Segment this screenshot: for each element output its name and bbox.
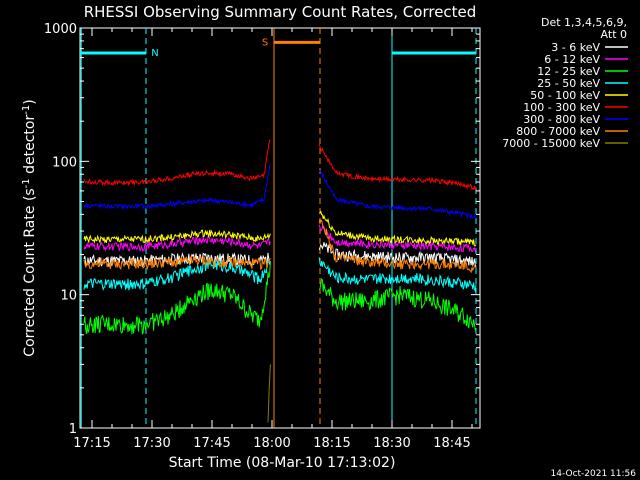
state-label: S (262, 37, 268, 48)
x-tick-label: 18:00 (253, 436, 290, 451)
legend-entry-label: 300 - 800 keV (523, 113, 600, 126)
series-line-7 (83, 255, 271, 271)
x-axis-ticks: 17:15 17:30 17:45 18:00 18:15 18:30 18:45 (73, 28, 473, 451)
series-line-0 (318, 242, 477, 268)
y-axis-label: Corrected Count Rate (s-1 detector-1) (21, 99, 38, 356)
series-line-2 (318, 278, 477, 332)
y-axis-label-end: ) (22, 99, 38, 104)
y-tick-label: 1000 (44, 22, 77, 37)
series-lines (83, 139, 477, 423)
plot-border (79, 27, 481, 429)
legend-entry-label: 12 - 25 keV (537, 65, 600, 78)
series-line-3 (318, 257, 477, 293)
series-line-2 (83, 260, 271, 335)
legend-entry-label: 800 - 7000 keV (516, 125, 600, 138)
timestamp: 14-Oct-2021 11:56 (551, 469, 637, 479)
legend-entry-label: 7000 - 15000 keV (502, 137, 600, 150)
legend-entry-label: 3 - 6 keV (551, 41, 600, 54)
y-tick-label: 1 (69, 422, 77, 437)
series-line-5 (83, 139, 271, 187)
series-line-3 (83, 259, 271, 291)
series-line-1 (318, 224, 477, 253)
y-axis-ticks: 1 10 100 1000 (44, 22, 480, 437)
series-line-7 (318, 218, 477, 274)
legend-title: Det 1,3,4,5,6,9, (541, 16, 627, 29)
legend-entry-label: 50 - 100 keV (530, 89, 600, 102)
y-axis-label-exp1: -1 (21, 178, 32, 188)
state-label: N (151, 48, 158, 59)
series-line-1 (83, 235, 271, 252)
series-line-5 (318, 143, 477, 191)
x-tick-label: 17:30 (133, 436, 170, 451)
plot-frame (79, 27, 481, 429)
y-tick-label: 100 (52, 155, 77, 170)
instrument-state-lines (80, 28, 477, 428)
legend-entry-label: 100 - 300 keV (523, 101, 600, 114)
series-line-4 (319, 210, 477, 247)
series-line-4 (83, 229, 271, 245)
y-axis-label-exp2: -1 (21, 105, 32, 115)
y-axis-label-main: Corrected Count Rate (s (22, 188, 38, 356)
chart-title: RHESSI Observing Summary Count Rates, Co… (84, 3, 477, 21)
legend-entry-label: 25 - 50 keV (537, 77, 600, 90)
x-tick-label: 17:15 (73, 436, 110, 451)
instrument-state-bars: NS (80, 37, 476, 59)
x-tick-label: 18:45 (433, 436, 470, 451)
y-axis-label-mid: detector (22, 115, 38, 179)
series-line-6 (318, 170, 477, 219)
series-line-6 (83, 164, 271, 211)
series-line-8 (267, 364, 271, 423)
legend-entry-label: 6 - 12 keV (544, 53, 600, 66)
x-tick-label: 17:45 (193, 436, 230, 451)
legend-title: Att 0 (601, 28, 627, 41)
y-tick-label: 10 (60, 289, 77, 304)
x-tick-label: 18:15 (313, 436, 350, 451)
x-axis-label: Start Time (08-Mar-10 17:13:02) (169, 455, 396, 471)
x-tick-label: 18:30 (373, 436, 410, 451)
